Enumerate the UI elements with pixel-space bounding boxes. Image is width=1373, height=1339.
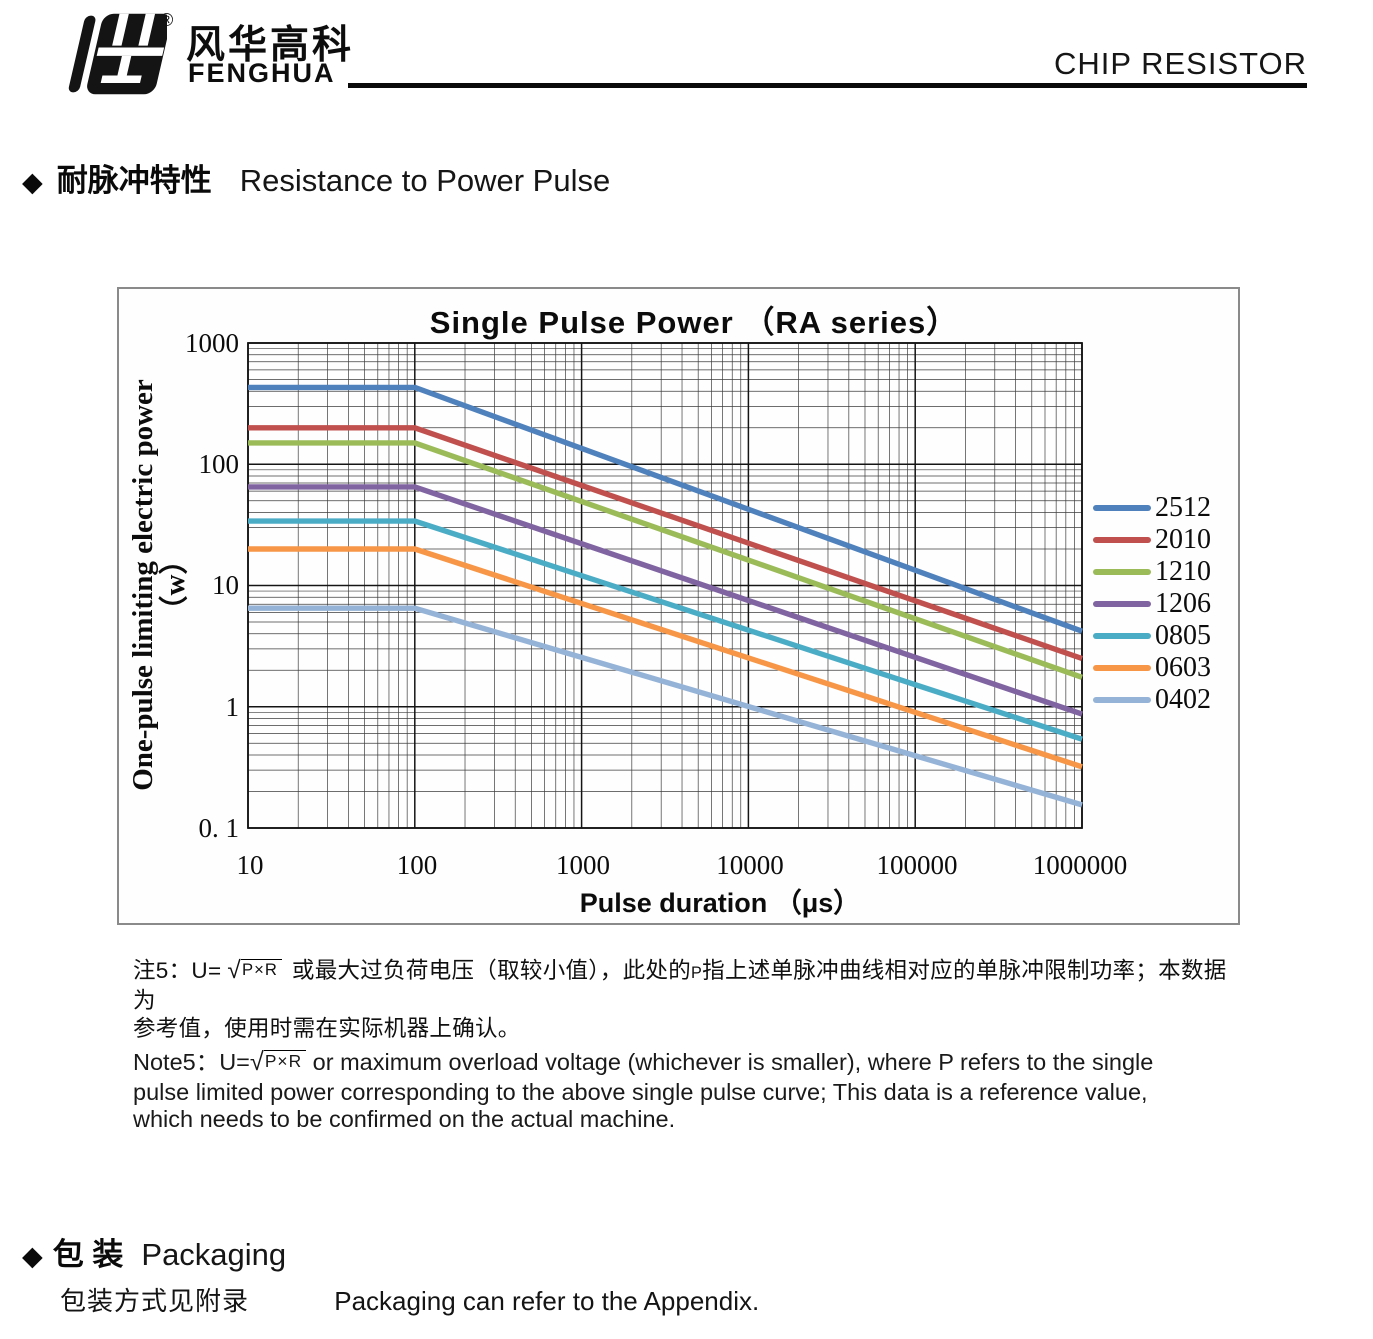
legend-item-0805: 0805 [1093, 620, 1211, 652]
legend-swatch-0603 [1093, 665, 1151, 671]
x-tick-1000000: 1000000 [1032, 850, 1128, 880]
packaging-title-cn: 包 装 [52, 1237, 124, 1272]
x-tick-10000: 10000 [716, 850, 784, 880]
legend-label-0603: 0603 [1155, 652, 1211, 683]
legend-swatch-0402 [1093, 697, 1151, 703]
pulse-chart-plot-area [247, 342, 1083, 829]
pulse-section-title-cn: 耐脉冲特性 [56, 163, 212, 198]
sqrt-formula-cn: √P×R [227, 957, 282, 984]
note5-cn-prefix: 注5：U= [133, 958, 222, 983]
legend-swatch-0805 [1093, 633, 1151, 639]
pulse-section-title-en: Resistance to Power Pulse [239, 163, 611, 198]
y-tick-10: 10 [212, 570, 239, 600]
legend-item-1206: 1206 [1093, 588, 1211, 620]
x-tick-100: 100 [396, 850, 438, 880]
x-axis-title: Pulse duration （μs） [579, 888, 861, 918]
note5-block: 注5：U= √P×R 或最大过负荷电压（取较小值），此处的P指上述单脉冲曲线相对应的… [133, 957, 1243, 1134]
radicand-PxR: P×R [241, 959, 282, 980]
legend-label-0402: 0402 [1155, 684, 1211, 715]
registered-trademark-icon: ® [160, 10, 174, 30]
legend-swatch-2010 [1093, 537, 1151, 543]
packaging-body-cn: 包装方式见附录 [60, 1286, 250, 1316]
legend-label-2512: 2512 [1155, 492, 1211, 523]
note5-chinese-line1: 注5：U= √P×R 或最大过负荷电压（取较小值），此处的P指上述单脉冲曲线相对应的… [133, 957, 1243, 1015]
radical-sign: √ [249, 1048, 264, 1076]
packaging-section-title: ◆ 包 装 Packaging [22, 1229, 286, 1274]
sqrt-formula-en: √P×R [249, 1048, 307, 1076]
legend-item-0402: 0402 [1093, 684, 1211, 716]
legend-swatch-1206 [1093, 601, 1151, 607]
note5-cn-small-p: P [691, 964, 703, 982]
y-tick-100: 100 [198, 449, 240, 479]
note5-cn-tail: 指上述单脉冲曲线相对应的单脉冲限制功率；本数据为 [133, 958, 1227, 1013]
radical-sign: √ [227, 957, 242, 984]
note5-chinese-line2: 参考值，使用时需在实际机器上确认。 [133, 1016, 521, 1041]
chart-legend: 2512 2010 1210 1206 0805 0603 0402 [1093, 492, 1211, 716]
note5-english-line3: which needs to be confirmed on the actua… [133, 1106, 676, 1132]
note5-english-line2: pulse limited power corresponding to the… [133, 1078, 1148, 1105]
header-divider [348, 83, 1307, 88]
chart-title: Single Pulse Power （RA series） [429, 305, 959, 340]
document-title: CHIP RESISTOR [1053, 46, 1307, 81]
legend-swatch-1210 [1093, 569, 1151, 575]
legend-label-1210: 1210 [1155, 556, 1211, 587]
fenghua-logo-icon [68, 13, 167, 95]
packaging-title-en: Packaging [141, 1237, 287, 1272]
y-tick-0p1: 0. 1 [198, 813, 240, 843]
y-tick-1: 1 [225, 692, 240, 722]
legend-item-1210: 1210 [1093, 556, 1211, 588]
brand-name-chinese: 风华高科 [186, 24, 355, 67]
legend-item-2010: 2010 [1093, 524, 1211, 556]
x-tick-100000: 100000 [876, 850, 958, 880]
y-tick-1000: 1000 [185, 328, 239, 358]
note5-en-rest: or maximum overload voltage (whichever i… [306, 1049, 1154, 1075]
packaging-body-en: Packaging can refer to the Appendix. [334, 1286, 760, 1316]
radicand-PxR: P×R [263, 1049, 307, 1071]
diamond-bullet-icon: ◆ [22, 167, 43, 197]
legend-item-0603: 0603 [1093, 652, 1211, 684]
packaging-body: 包装方式见附录 Packaging can refer to the Appen… [60, 1281, 759, 1318]
note5-english-line1: Note5：U=√P×R or maximum overload voltage… [133, 1048, 1243, 1079]
x-tick-1000: 1000 [556, 850, 610, 880]
pulse-section-title: ◆ 耐脉冲特性 Resistance to Power Pulse [22, 155, 610, 200]
legend-item-2512: 2512 [1093, 492, 1211, 524]
note5-cn-mid: 或最大过负荷电压（取较小值），此处的 [291, 958, 692, 983]
x-tick-10: 10 [236, 850, 264, 880]
note5-en-prefix: Note5：U= [133, 1049, 250, 1075]
diamond-bullet-icon: ◆ [22, 1241, 43, 1271]
brand-name-english: FENGHUA [188, 58, 336, 88]
single-pulse-power-chart: Single Pulse Power （RA series） One-pulse… [117, 287, 1240, 925]
legend-label-2010: 2010 [1155, 524, 1211, 555]
legend-label-1206: 1206 [1155, 588, 1211, 619]
legend-swatch-2512 [1093, 505, 1151, 511]
legend-label-0805: 0805 [1155, 620, 1211, 651]
